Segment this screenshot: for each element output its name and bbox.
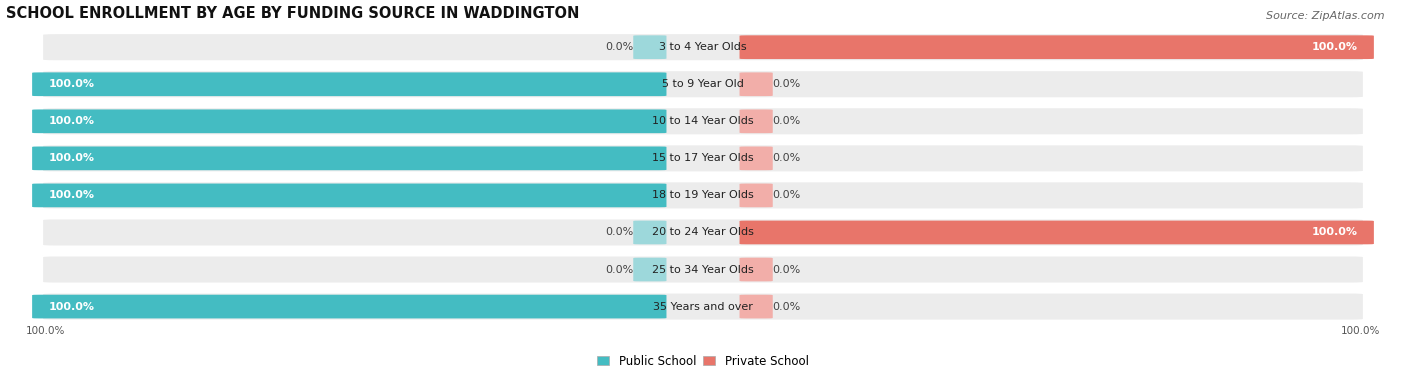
Text: 10 to 14 Year Olds: 10 to 14 Year Olds — [652, 116, 754, 126]
Text: 100.0%: 100.0% — [1312, 227, 1357, 238]
Text: 0.0%: 0.0% — [773, 116, 801, 126]
FancyBboxPatch shape — [740, 147, 773, 170]
FancyBboxPatch shape — [42, 256, 1364, 284]
Text: 0.0%: 0.0% — [605, 265, 633, 274]
Text: 100.0%: 100.0% — [25, 326, 65, 336]
FancyBboxPatch shape — [740, 221, 1374, 244]
FancyBboxPatch shape — [32, 184, 666, 207]
FancyBboxPatch shape — [42, 33, 1364, 61]
FancyBboxPatch shape — [42, 293, 1364, 321]
FancyBboxPatch shape — [32, 295, 666, 319]
FancyBboxPatch shape — [740, 295, 773, 319]
Text: Source: ZipAtlas.com: Source: ZipAtlas.com — [1267, 11, 1385, 21]
Text: 0.0%: 0.0% — [605, 42, 633, 52]
Text: SCHOOL ENROLLMENT BY AGE BY FUNDING SOURCE IN WADDINGTON: SCHOOL ENROLLMENT BY AGE BY FUNDING SOUR… — [6, 6, 579, 21]
FancyBboxPatch shape — [32, 147, 666, 170]
Text: 100.0%: 100.0% — [49, 302, 94, 311]
Text: 0.0%: 0.0% — [605, 227, 633, 238]
Text: 0.0%: 0.0% — [773, 79, 801, 89]
Legend: Public School, Private School: Public School, Private School — [593, 350, 813, 372]
FancyBboxPatch shape — [740, 72, 773, 96]
FancyBboxPatch shape — [32, 109, 666, 133]
Text: 25 to 34 Year Olds: 25 to 34 Year Olds — [652, 265, 754, 274]
Text: 0.0%: 0.0% — [773, 190, 801, 201]
FancyBboxPatch shape — [740, 109, 773, 133]
FancyBboxPatch shape — [633, 221, 666, 244]
Text: 3 to 4 Year Olds: 3 to 4 Year Olds — [659, 42, 747, 52]
Text: 35 Years and over: 35 Years and over — [652, 302, 754, 311]
FancyBboxPatch shape — [42, 181, 1364, 210]
Text: 0.0%: 0.0% — [773, 265, 801, 274]
FancyBboxPatch shape — [633, 257, 666, 281]
Text: 15 to 17 Year Olds: 15 to 17 Year Olds — [652, 153, 754, 163]
Text: 0.0%: 0.0% — [773, 302, 801, 311]
Text: 100.0%: 100.0% — [1312, 42, 1357, 52]
Text: 100.0%: 100.0% — [49, 190, 94, 201]
FancyBboxPatch shape — [42, 144, 1364, 172]
FancyBboxPatch shape — [42, 107, 1364, 135]
Text: 18 to 19 Year Olds: 18 to 19 Year Olds — [652, 190, 754, 201]
Text: 5 to 9 Year Old: 5 to 9 Year Old — [662, 79, 744, 89]
FancyBboxPatch shape — [740, 35, 1374, 59]
Text: 100.0%: 100.0% — [49, 153, 94, 163]
FancyBboxPatch shape — [633, 35, 666, 59]
FancyBboxPatch shape — [42, 70, 1364, 98]
Text: 100.0%: 100.0% — [49, 79, 94, 89]
Text: 0.0%: 0.0% — [773, 153, 801, 163]
FancyBboxPatch shape — [32, 72, 666, 96]
FancyBboxPatch shape — [740, 184, 773, 207]
Text: 20 to 24 Year Olds: 20 to 24 Year Olds — [652, 227, 754, 238]
FancyBboxPatch shape — [740, 257, 773, 281]
Text: 100.0%: 100.0% — [1341, 326, 1381, 336]
Text: 100.0%: 100.0% — [49, 116, 94, 126]
FancyBboxPatch shape — [42, 218, 1364, 247]
